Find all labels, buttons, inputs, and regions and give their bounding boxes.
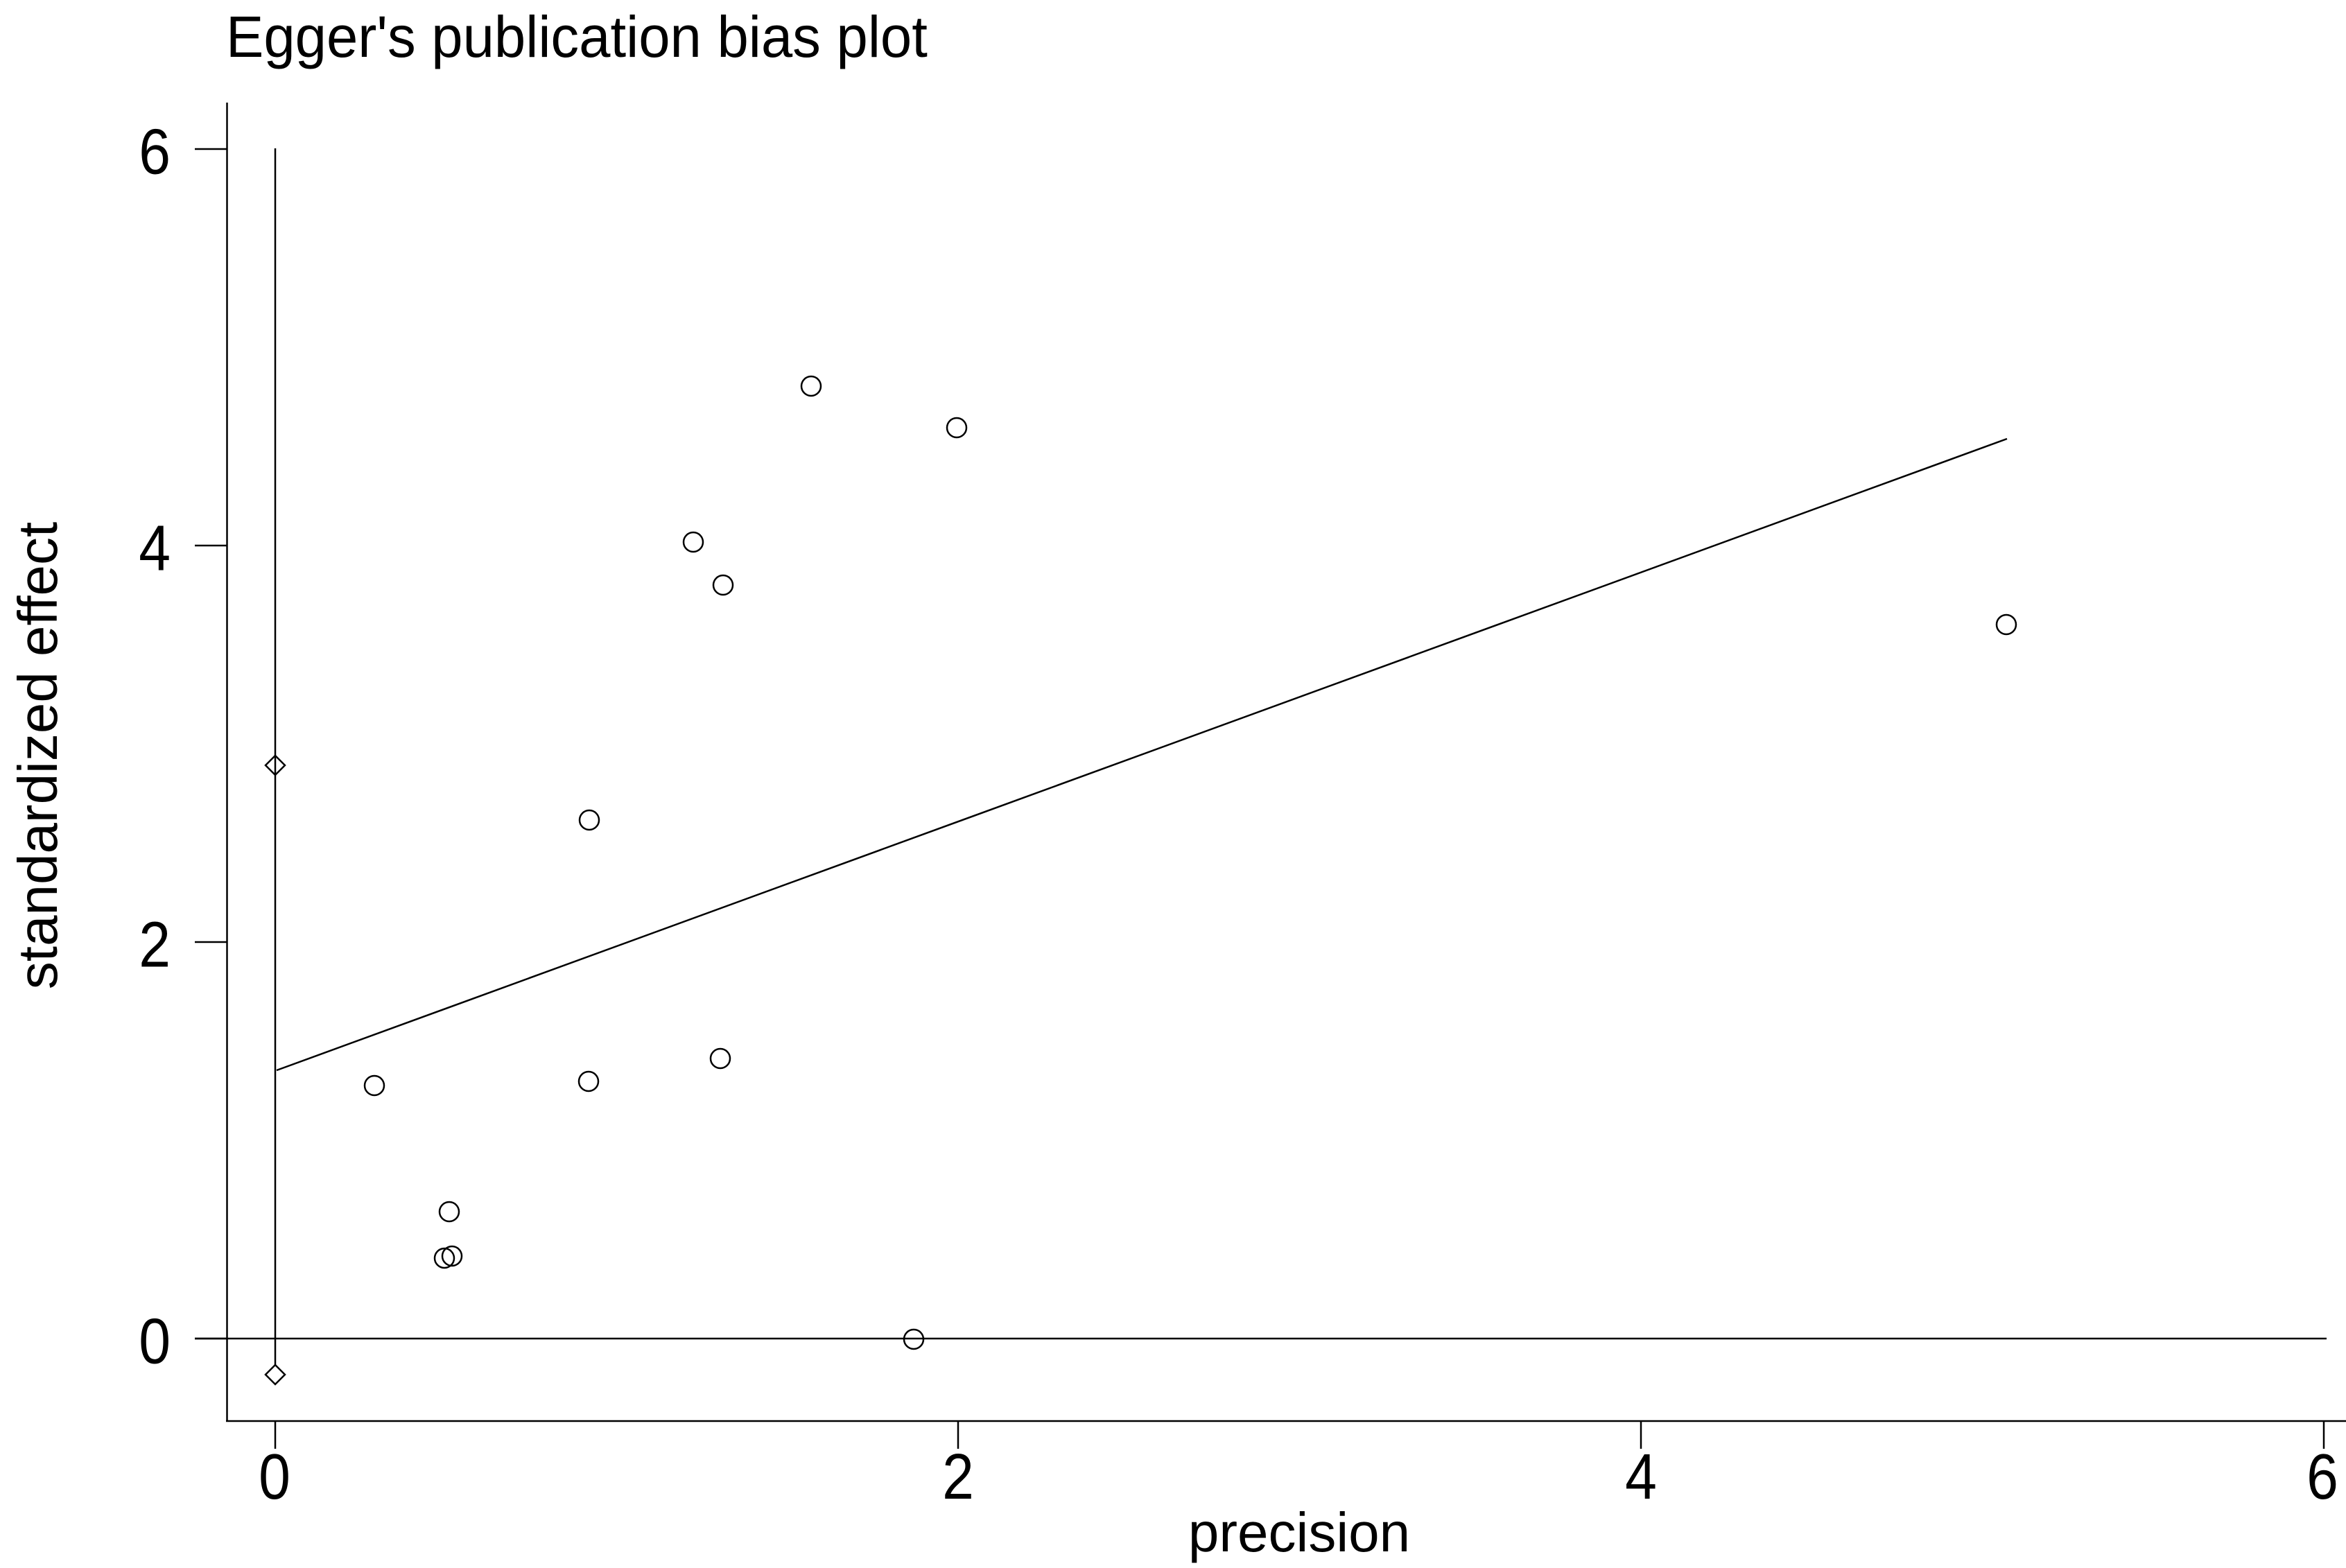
svg-text:Egger's publication bias plot: Egger's publication bias plot [226,4,928,69]
svg-text:6: 6 [2306,1441,2338,1513]
svg-text:2: 2 [139,909,171,981]
svg-text:precision: precision [1188,1501,1410,1563]
svg-text:0: 0 [139,1305,171,1377]
svg-text:standardized effect: standardized effect [7,522,69,990]
svg-text:4: 4 [1625,1441,1657,1513]
svg-text:6: 6 [139,116,171,188]
svg-text:0: 0 [259,1441,290,1513]
svg-text:2: 2 [942,1441,974,1513]
svg-text:4: 4 [139,512,171,584]
